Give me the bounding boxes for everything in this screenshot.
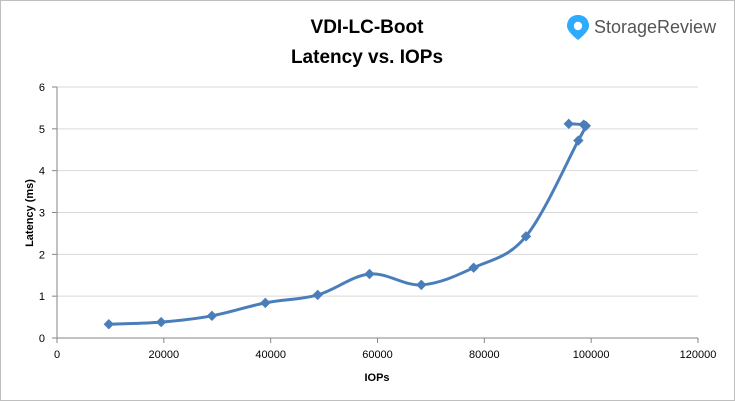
x-tick-label: 20000 [149, 349, 180, 361]
data-point-marker [155, 316, 167, 328]
brand-logo: StorageReview [567, 15, 717, 40]
axes [52, 86, 699, 343]
y-tick-labels: 0 1 2 3 4 5 6 [39, 82, 45, 345]
y-tick-label: 4 [39, 166, 45, 178]
data-point-marker [312, 289, 323, 301]
x-tick-label: 60000 [362, 349, 393, 361]
y-tick-label: 3 [39, 208, 45, 220]
x-tick-label: 120000 [680, 349, 717, 361]
data-point-marker [416, 279, 427, 291]
x-tick-label: 80000 [469, 349, 500, 361]
data-point-marker [206, 310, 218, 322]
data-point-marker [103, 318, 115, 330]
x-tick-label: 100000 [573, 349, 610, 361]
data-point-marker [468, 262, 479, 273]
y-tick-label: 0 [39, 333, 45, 345]
y-tick-label: 5 [39, 124, 45, 136]
y-tick-label: 2 [39, 249, 45, 261]
data-point-marker [578, 119, 589, 130]
latency-line [107, 122, 588, 326]
x-tick-label: 40000 [255, 349, 286, 361]
chart-title: VDI-LC-Boot [311, 17, 425, 38]
x-tick-labels: 0 20000 40000 60000 80000 100000 120000 [54, 349, 716, 361]
y-axis-title: Latency (ms) [24, 179, 36, 247]
data-point-marker [260, 297, 271, 309]
chart-subtitle: Latency vs. IOPs [291, 47, 443, 68]
data-point-marker [573, 135, 584, 146]
grid-lines [57, 86, 698, 297]
data-point-marker [563, 118, 574, 130]
x-axis-title: IOPs [364, 372, 389, 384]
brand-name: StorageReview [594, 17, 717, 37]
data-point-marker [520, 231, 532, 242]
x-tick-label: 0 [54, 349, 60, 361]
series-latency [103, 118, 592, 330]
y-tick-label: 1 [39, 291, 45, 303]
data-point-marker [364, 268, 375, 280]
y-tick-label: 6 [39, 82, 45, 94]
storagereview-logo-icon [567, 15, 589, 40]
